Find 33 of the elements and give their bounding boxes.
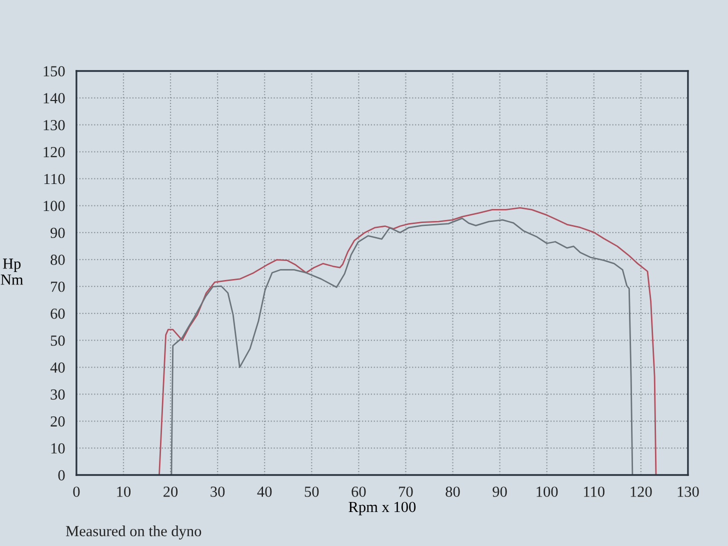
y-tick-label: 20	[50, 416, 65, 427]
y-tick-label: 150	[44, 66, 65, 76]
x-tick-label: 110	[584, 486, 604, 497]
y-tick-label: 90	[50, 228, 65, 238]
y-tick-label: 40	[50, 362, 65, 373]
y-tick-label: 50	[50, 335, 65, 346]
x-tick-label: 0	[73, 486, 80, 497]
x-tick-label: 10	[117, 486, 131, 497]
y-tick-label: 140	[44, 93, 65, 104]
y-axis-title: Hp Nm	[0, 258, 24, 285]
x-tick-label: 70	[399, 486, 413, 497]
x-tick-label: 60	[352, 486, 366, 497]
x-tick-label: 80	[446, 486, 460, 497]
y-tick-label: 100	[44, 200, 65, 212]
x-tick-label: 20	[164, 486, 178, 497]
text: Measured on the dyno	[66, 526, 202, 540]
y-tick-label: 0	[58, 470, 65, 480]
y-tick-label: 120	[44, 146, 65, 158]
y-tick-label: 70	[51, 282, 65, 292]
y-tick-label: 130	[44, 120, 65, 130]
y-tick-label: 60	[50, 308, 65, 319]
x-tick-label: 100	[536, 486, 558, 497]
y-tick-label: 80	[50, 254, 65, 265]
x-tick-label: 50	[304, 486, 319, 497]
x-tick-label: 90	[492, 486, 507, 497]
x-tick-label: 120	[630, 486, 652, 497]
x-tick-label: 40	[257, 486, 272, 497]
x-tick-label: 130	[678, 486, 699, 497]
x-tick-label: 30	[210, 486, 225, 497]
x-axis-title: Rpm x 100	[348, 502, 416, 516]
y-tick-label: 10	[51, 443, 65, 454]
y-tick-label: 110	[44, 174, 65, 184]
y-tick-label: 30	[50, 389, 65, 400]
